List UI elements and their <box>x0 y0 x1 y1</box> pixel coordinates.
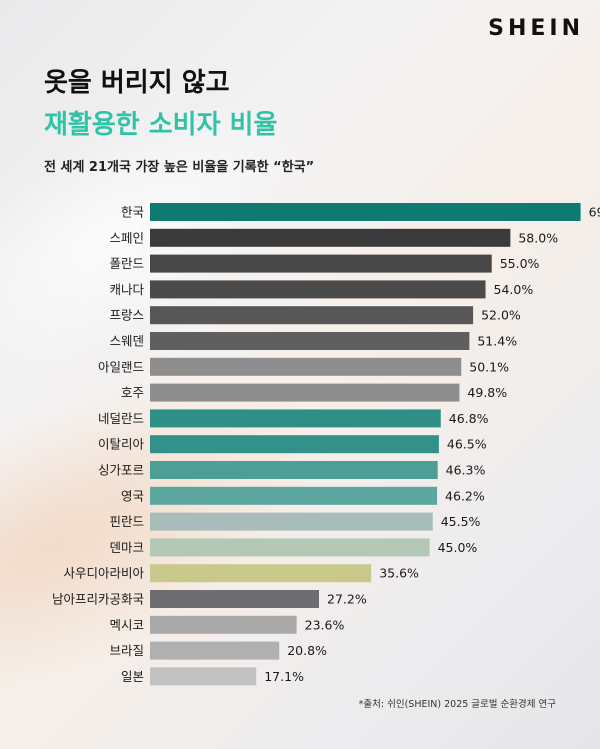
bar <box>150 357 462 376</box>
bar <box>150 306 474 325</box>
value-label: 55.0% <box>500 256 540 271</box>
category-label: 네덜란드 <box>98 411 144 426</box>
category-label: 한국 <box>121 205 144 220</box>
value-label: 23.6% <box>305 617 345 632</box>
bar <box>150 409 441 428</box>
bar <box>150 641 280 660</box>
category-label: 캐나다 <box>109 282 144 297</box>
value-label: 52.0% <box>481 308 521 323</box>
value-label: 46.2% <box>445 488 485 503</box>
value-label: 20.8% <box>287 643 327 658</box>
bar <box>150 667 257 686</box>
category-label: 싱가포르 <box>98 463 144 478</box>
value-label: 46.5% <box>447 437 487 452</box>
bar <box>150 228 511 247</box>
bar <box>150 435 439 454</box>
category-label: 프랑스 <box>109 308 144 323</box>
category-label: 스페인 <box>109 230 144 245</box>
category-label: 호주 <box>121 385 144 400</box>
value-label: 46.8% <box>449 411 489 426</box>
value-label: 50.1% <box>469 359 509 374</box>
value-label: 45.0% <box>438 540 478 555</box>
bar <box>150 512 433 531</box>
bar <box>150 383 460 402</box>
category-label: 아일랜드 <box>98 359 144 374</box>
bar <box>150 564 372 583</box>
bar <box>150 280 486 299</box>
category-label: 일본 <box>121 669 144 684</box>
value-label: 51.4% <box>477 334 517 349</box>
category-label: 멕시코 <box>109 617 144 632</box>
title-line-1: 옷을 버리지 않고 <box>44 68 230 98</box>
source-note: *출처: 쉬인(SHEIN) 2025 글로벌 순환경제 연구 <box>358 699 556 710</box>
bar <box>150 590 320 608</box>
category-label: 스웨덴 <box>109 334 144 349</box>
value-label: 45.5% <box>441 514 481 529</box>
category-label: 남아프리카공화국 <box>52 592 144 607</box>
value-label: 27.2% <box>327 592 367 607</box>
bar <box>150 461 438 479</box>
subtitle: 전 세계 21개국 가장 높은 비율을 기록한 “한국” <box>44 160 315 175</box>
bar <box>150 615 297 634</box>
bar <box>150 203 581 221</box>
value-label: 35.6% <box>379 566 419 581</box>
value-label: 69.3% <box>589 205 600 220</box>
category-label: 덴마크 <box>109 540 144 555</box>
bar <box>150 486 438 505</box>
category-label: 핀란드 <box>109 514 144 529</box>
title-line-2: 재활용한 소비자 비율 <box>44 110 278 140</box>
brand-logo: SHEIN <box>488 16 584 41</box>
value-label: 46.3% <box>446 463 486 478</box>
bar <box>150 538 430 557</box>
value-label: 58.0% <box>518 230 558 245</box>
bar <box>150 332 470 350</box>
category-label: 이탈리아 <box>98 437 145 452</box>
category-label: 폴란드 <box>109 256 144 271</box>
value-label: 17.1% <box>264 669 304 684</box>
category-label: 사우디아라비아 <box>63 566 144 581</box>
value-label: 49.8% <box>467 385 507 400</box>
category-label: 브라질 <box>109 643 144 658</box>
bar <box>150 254 492 273</box>
value-label: 54.0% <box>494 282 534 297</box>
category-label: 영국 <box>121 488 144 503</box>
